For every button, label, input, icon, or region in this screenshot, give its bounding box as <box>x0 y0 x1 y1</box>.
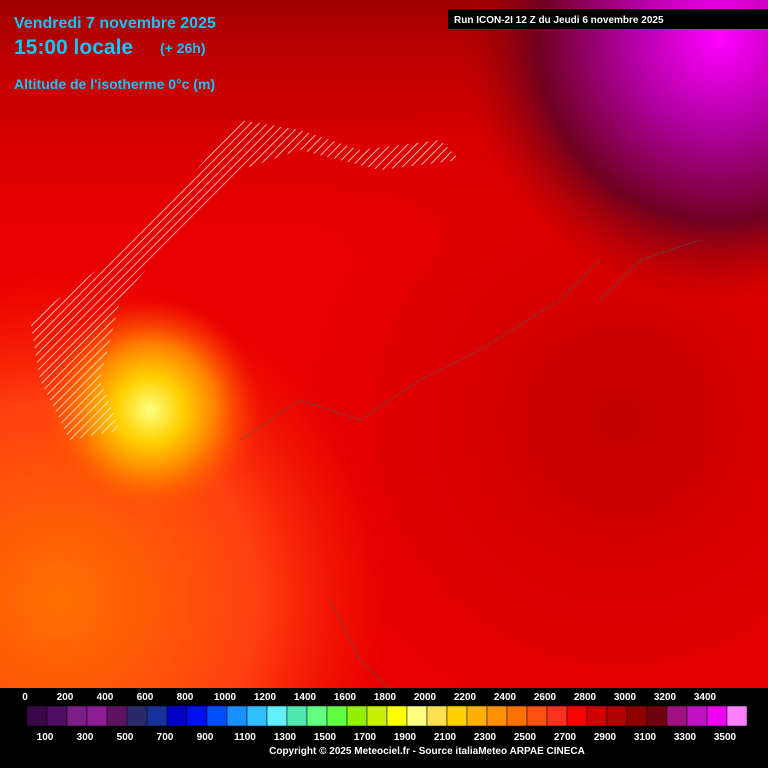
legend-label: 1300 <box>274 732 297 743</box>
legend-label: 300 <box>77 732 94 743</box>
legend-swatch <box>306 705 328 727</box>
legend-label: 2300 <box>474 732 497 743</box>
legend-label: 1600 <box>334 692 357 703</box>
legend-label: 2800 <box>574 692 597 703</box>
legend-swatch <box>266 705 288 727</box>
legend-swatch <box>86 705 108 727</box>
legend-label: 1700 <box>354 732 377 743</box>
legend-label: 400 <box>97 692 114 703</box>
legend-label: 2400 <box>494 692 517 703</box>
legend-label: 1900 <box>394 732 417 743</box>
legend-label: 900 <box>197 732 214 743</box>
legend-swatch <box>386 705 408 727</box>
legend-label: 1800 <box>374 692 397 703</box>
offset: (+ 26h) <box>160 40 206 56</box>
legend-swatch <box>466 705 488 727</box>
legend-label: 2000 <box>414 692 437 703</box>
border-line <box>239 239 701 701</box>
legend-swatch <box>106 705 128 727</box>
time: 15:00 locale <box>14 36 133 59</box>
legend-swatch <box>206 705 228 727</box>
legend-swatch <box>566 705 588 727</box>
legend-swatch <box>506 705 528 727</box>
legend-swatch <box>286 705 308 727</box>
legend-swatch <box>726 705 748 727</box>
legend-label: 100 <box>37 732 54 743</box>
legend-label: 3000 <box>614 692 637 703</box>
legend-label: 1200 <box>254 692 277 703</box>
legend-swatch <box>66 705 88 727</box>
parameter: Altitude de l'isotherme 0°c (m) <box>14 76 215 92</box>
legend-label: 500 <box>117 732 134 743</box>
legend-swatch <box>586 705 608 727</box>
legend-swatch <box>446 705 468 727</box>
legend-swatch <box>486 705 508 727</box>
legend-swatch <box>26 705 48 727</box>
legend-label: 1000 <box>214 692 237 703</box>
legend-label: 3300 <box>674 732 697 743</box>
legend-swatch <box>346 705 368 727</box>
legend-swatch <box>686 705 708 727</box>
legend-label: 800 <box>177 692 194 703</box>
legend-label: 1100 <box>234 732 256 743</box>
hatched-area <box>30 120 460 440</box>
legend-label: 3500 <box>714 732 737 743</box>
legend-swatch <box>406 705 428 727</box>
legend-label: 2700 <box>554 732 577 743</box>
legend-label: 2900 <box>594 732 617 743</box>
legend-background <box>0 688 768 768</box>
legend-swatch <box>226 705 248 727</box>
legend-label: 700 <box>157 732 174 743</box>
legend-label: 1500 <box>314 732 337 743</box>
legend-swatch <box>246 705 268 727</box>
legend-swatch <box>366 705 388 727</box>
legend-label: 200 <box>57 692 74 703</box>
legend-label: 2100 <box>434 732 457 743</box>
legend-swatch <box>706 705 728 727</box>
legend-label: 3100 <box>634 732 657 743</box>
legend-swatch <box>546 705 568 727</box>
legend-label: 3400 <box>694 692 717 703</box>
run-box <box>448 9 768 29</box>
legend-swatch <box>626 705 648 727</box>
legend-swatch <box>186 705 208 727</box>
legend-label: 2200 <box>454 692 477 703</box>
legend-swatch <box>326 705 348 727</box>
legend-swatch <box>46 705 68 727</box>
legend-swatch <box>666 705 688 727</box>
legend-label: 3200 <box>654 692 677 703</box>
legend-label: 2500 <box>514 732 537 743</box>
legend-swatch <box>606 705 628 727</box>
legend-swatch <box>126 705 148 727</box>
legend-swatch <box>146 705 168 727</box>
run-info: Run ICON-2I 12 Z du Jeudi 6 novembre 202… <box>454 15 664 26</box>
date: Vendredi 7 novembre 2025 <box>14 15 216 32</box>
legend-swatch <box>166 705 188 727</box>
legend-swatch <box>526 705 548 727</box>
legend-swatch <box>426 705 448 727</box>
legend-label: 2600 <box>534 692 557 703</box>
legend-label: 0 <box>22 692 28 703</box>
legend-label: 1400 <box>294 692 317 703</box>
copyright: Copyright © 2025 Meteociel.fr - Source i… <box>269 746 585 757</box>
legend-swatch <box>646 705 668 727</box>
legend-label: 600 <box>137 692 154 703</box>
